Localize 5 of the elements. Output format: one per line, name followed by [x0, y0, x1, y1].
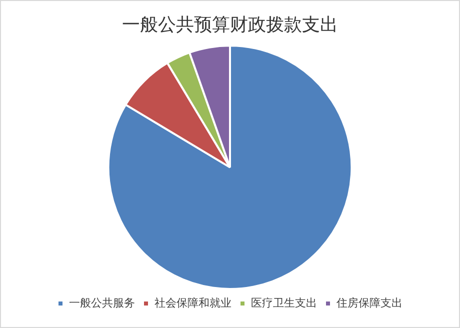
legend-label: 医疗卫生支出: [251, 296, 317, 310]
legend-label: 住房保障支出: [336, 296, 402, 310]
chart-title: 一般公共预算财政拨款支出: [122, 14, 338, 36]
legend-label: 社会保障和就业: [154, 296, 232, 310]
legend-label: 一般公共服务: [69, 296, 135, 310]
